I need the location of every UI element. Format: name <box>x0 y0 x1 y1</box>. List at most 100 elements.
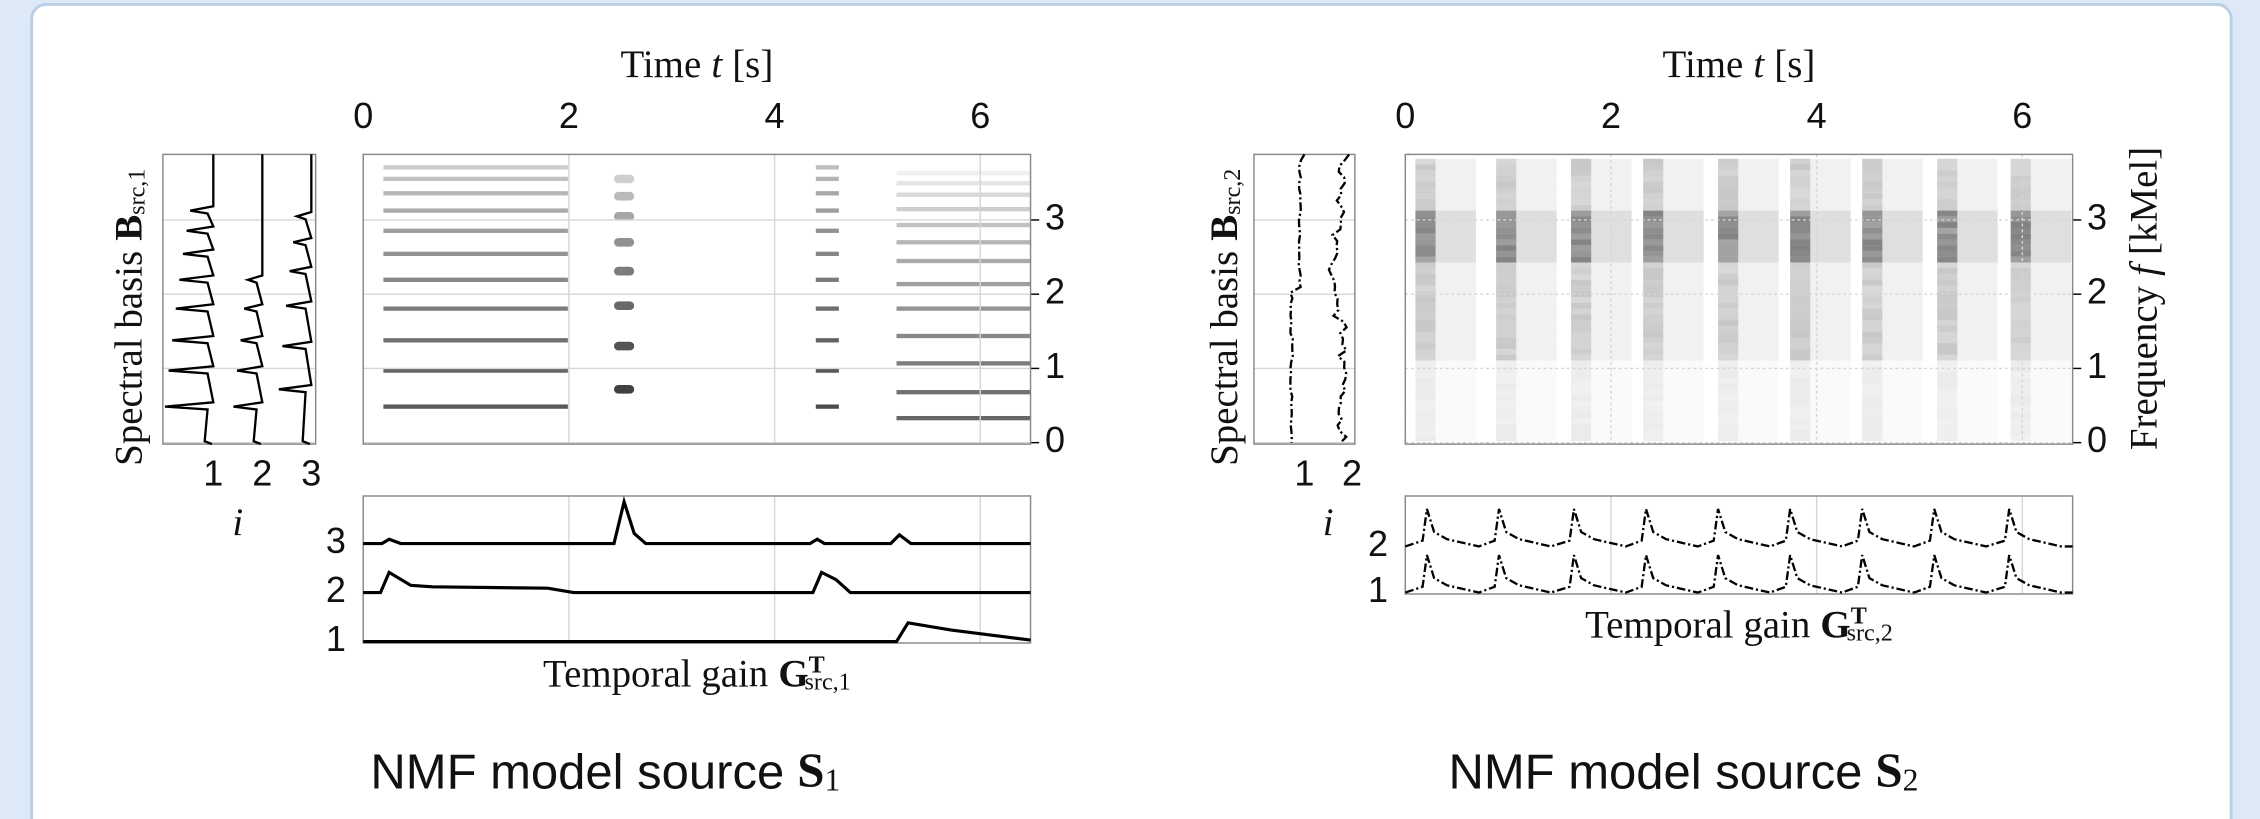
spectral-line <box>815 404 839 409</box>
spectral-stripe <box>1415 400 1436 407</box>
spectral-stripe <box>1496 239 1517 246</box>
spectral-tail <box>1663 325 1704 332</box>
spectral-stripe <box>1643 239 1664 246</box>
spectral-stripe <box>1790 279 1811 286</box>
spectral-stripe <box>2010 233 2031 240</box>
spectral-tail <box>1957 360 1997 366</box>
spectral-line <box>815 228 839 233</box>
spectral-tail <box>1882 233 1923 240</box>
spectral-stripe <box>2010 181 2031 188</box>
spectral-stripe <box>1718 418 1739 424</box>
spectral-stripe <box>1937 297 1958 303</box>
spectral-tail <box>1810 314 1851 321</box>
spectral-stripe <box>1643 256 1664 263</box>
spectral-stripe <box>1643 233 1664 240</box>
basis-tick-label: 3 <box>301 452 321 493</box>
spectral-tail <box>1738 348 1779 355</box>
spectral-stripe <box>2010 412 2031 419</box>
spectral-stripe <box>1790 389 1811 396</box>
spectral-stripe <box>1790 383 1811 390</box>
spectral-tail <box>1663 297 1704 303</box>
spectral-tail <box>1663 268 1704 275</box>
spectral-stripe <box>1937 274 1958 280</box>
spectral-tail <box>1435 297 1476 303</box>
spectral-tail <box>1516 297 1557 303</box>
spectral-stripe <box>2010 366 2031 373</box>
spectral-stripe <box>1496 389 1517 396</box>
spectral-tail <box>1435 262 1476 269</box>
spectral-tail <box>2030 245 2072 251</box>
spectral-tail <box>2030 337 2072 344</box>
spectral-line <box>383 165 568 170</box>
spectral-stripe <box>1790 400 1811 407</box>
spectral-stripe <box>2010 245 2031 251</box>
spectral-stripe <box>1496 227 1517 234</box>
spectral-stripe <box>1571 181 1592 188</box>
spectral-stripe <box>1643 320 1664 326</box>
basis-label-part: Spectral basis <box>1203 251 1246 466</box>
spectral-stripe <box>1937 412 1958 419</box>
spectral-tail <box>1810 181 1851 188</box>
y-tick-label: 1 <box>2087 345 2107 386</box>
spectral-tail <box>1435 343 1476 349</box>
spectral-tail <box>1516 424 1556 430</box>
spectral-tail <box>2031 418 2071 424</box>
spectral-tail <box>1516 435 1556 441</box>
spectral-tail <box>1516 193 1557 200</box>
spectral-tail <box>1882 164 1923 171</box>
spectral-stripe <box>1415 297 1436 303</box>
spectral-stripe <box>2010 227 2031 234</box>
spectral-stripe <box>1571 395 1592 401</box>
spectral-line <box>896 390 1031 395</box>
spectral-tail <box>1957 430 1997 436</box>
x-axis-label: Time t [s] <box>1663 43 1816 86</box>
x-tick-label: 2 <box>559 95 579 136</box>
spectral-tail <box>1738 372 1778 378</box>
spectral-stripe <box>1643 406 1664 413</box>
spectral-tail <box>2030 199 2072 205</box>
spectral-tail <box>1810 170 1851 177</box>
spectral-stripe <box>1862 343 1883 349</box>
spectral-stripe <box>1790 372 1811 378</box>
spectral-stripe <box>1496 268 1517 275</box>
spectral-stripe <box>2010 222 2031 228</box>
spectral-stripe <box>1937 239 1958 246</box>
y-axis-label-part: [kMel] <box>2122 147 2165 255</box>
spectral-tail <box>1663 337 1704 344</box>
spectral-stripe <box>1415 395 1436 401</box>
spectral-stripe <box>1415 348 1436 355</box>
spectral-tail <box>1435 302 1476 309</box>
spectral-tail <box>1957 343 1998 349</box>
spectral-tail <box>1957 158 1998 165</box>
spectral-tail <box>1435 199 1476 205</box>
basis-curve <box>278 154 313 446</box>
spectral-stripe <box>1862 429 1883 436</box>
spectral-stripe <box>1937 193 1958 200</box>
spectral-stripe <box>1862 274 1883 280</box>
spectral-stripe <box>1496 250 1517 257</box>
spectral-tail <box>1882 308 1923 315</box>
spectral-tail <box>2030 268 2072 275</box>
spectral-tail <box>2031 384 2071 390</box>
spectral-stripe <box>1571 245 1592 251</box>
spectral-line <box>815 338 839 343</box>
gain-label-part: G <box>778 653 808 696</box>
spectral-tail <box>1738 158 1779 165</box>
spectral-tail <box>1663 222 1704 228</box>
spectral-line <box>896 206 1031 212</box>
gain-tick-label: 1 <box>1368 569 1388 610</box>
spectral-stripe <box>1571 325 1592 332</box>
spectral-tail <box>1663 418 1703 424</box>
spectral-stripe <box>1415 366 1436 373</box>
spectral-stripe <box>1718 222 1739 228</box>
spectral-tail <box>1436 378 1476 384</box>
spectral-stripe <box>1643 158 1664 165</box>
spectral-tail <box>1882 187 1923 194</box>
spectral-tail <box>1738 268 1779 275</box>
spectral-stripe <box>1571 187 1592 194</box>
spectral-stripe <box>1571 423 1592 430</box>
spectral-stripe <box>1790 285 1811 292</box>
spectral-stripe <box>1571 331 1592 338</box>
spectral-stripe <box>2010 435 2031 442</box>
spectral-stripe <box>1571 406 1592 413</box>
